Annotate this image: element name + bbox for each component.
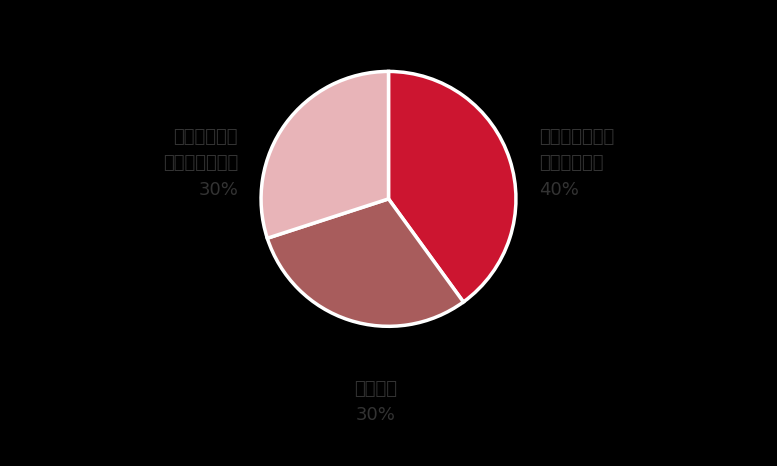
Wedge shape	[388, 71, 516, 302]
Text: 脆弱性（ネット
ワーク機器）
40%: 脆弱性（ネット ワーク機器） 40%	[539, 128, 614, 199]
Wedge shape	[267, 199, 463, 326]
Text: 脆弱性（その
他・詳細不明）
30%: 脆弱性（その 他・詳細不明） 30%	[163, 128, 238, 199]
Text: 認証突破
30%: 認証突破 30%	[354, 380, 397, 424]
Wedge shape	[261, 71, 388, 238]
